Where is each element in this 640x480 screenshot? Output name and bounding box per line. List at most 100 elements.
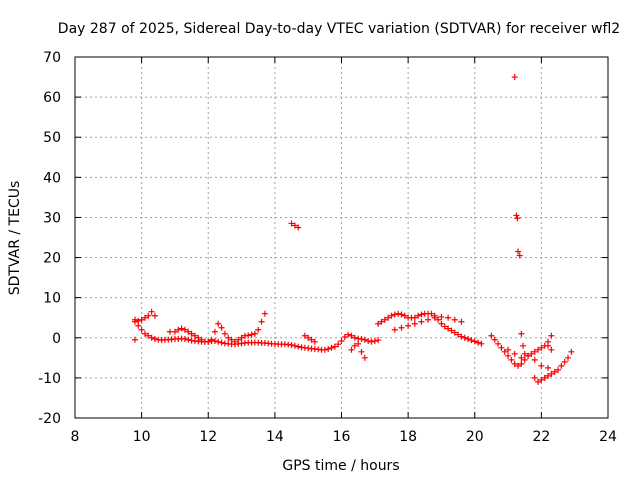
data-point (375, 320, 382, 327)
data-point (551, 368, 558, 375)
data-point (395, 310, 402, 317)
data-point (398, 324, 405, 331)
data-point (141, 330, 148, 337)
data-point (401, 312, 408, 319)
data-point (535, 346, 542, 353)
data-point (538, 362, 545, 369)
y-tick-label: 0 (52, 331, 61, 347)
data-point (558, 362, 565, 369)
data-point (511, 74, 518, 81)
data-point (475, 339, 482, 346)
data-point (295, 343, 302, 350)
x-axis-label: GPS time / hours (282, 458, 399, 474)
data-point (288, 220, 295, 227)
data-point (195, 334, 202, 341)
data-point (231, 338, 238, 345)
data-point (255, 326, 262, 333)
x-tick-label: 14 (266, 429, 284, 445)
data-point (258, 318, 265, 325)
data-point (513, 212, 520, 219)
data-point (215, 338, 222, 345)
data-point (521, 356, 528, 363)
data-point (505, 352, 512, 359)
x-tick-label: 22 (532, 429, 550, 445)
data-point (295, 224, 302, 231)
data-point (418, 318, 425, 325)
data-point (148, 308, 155, 315)
data-point (208, 336, 215, 343)
data-point (375, 337, 382, 344)
data-point (348, 332, 355, 339)
data-point (568, 348, 575, 355)
data-point (151, 312, 158, 319)
data-point (431, 314, 438, 321)
data-point (261, 310, 268, 317)
data-point (131, 316, 138, 323)
data-point (308, 336, 315, 343)
data-point (225, 334, 232, 341)
data-point (178, 325, 185, 332)
data-point (451, 316, 458, 323)
data-point (445, 314, 452, 321)
data-point (545, 372, 552, 379)
x-tick-label: 8 (71, 429, 80, 445)
ticks (74, 56, 609, 419)
data-point (411, 320, 418, 327)
x-tick-label: 24 (599, 429, 617, 445)
data-point (448, 327, 455, 334)
data-point (235, 336, 242, 343)
data-point (495, 340, 502, 347)
data-point (525, 352, 532, 359)
data-point (291, 342, 298, 349)
data-point (245, 332, 252, 339)
data-point (341, 333, 348, 340)
data-point (458, 318, 465, 325)
data-point (198, 336, 205, 343)
data-point (351, 334, 358, 341)
data-point (228, 336, 235, 343)
data-point (215, 320, 222, 327)
data-point (205, 338, 212, 345)
data-point (381, 316, 388, 323)
data-point (385, 314, 392, 321)
data-point (531, 356, 538, 363)
x-tick-label: 20 (466, 429, 484, 445)
data-point (348, 346, 355, 353)
data-point (335, 341, 342, 348)
data-point (331, 343, 338, 350)
data-point (438, 320, 445, 327)
data-point (211, 328, 218, 335)
data-point (548, 346, 555, 353)
chart-title: Day 287 of 2025, Sidereal Day-to-day VTE… (58, 21, 620, 37)
data-point (218, 324, 225, 331)
data-point (531, 374, 538, 381)
y-tick-label: 20 (43, 251, 61, 267)
data-point (465, 335, 472, 342)
data-point (528, 350, 535, 357)
y-tick-label: 60 (43, 90, 61, 106)
data-point (405, 322, 412, 329)
data-point (355, 340, 362, 347)
data-point (541, 374, 548, 381)
data-point (411, 314, 418, 321)
data-point (471, 338, 478, 345)
data-point (391, 326, 398, 333)
y-tick-label: -10 (38, 371, 61, 387)
data-point (291, 222, 298, 229)
data-point (451, 329, 458, 336)
data-point (388, 312, 395, 319)
y-tick-label: 70 (43, 50, 61, 66)
data-point (311, 338, 318, 345)
data-point (185, 336, 192, 343)
data-point (511, 350, 518, 357)
data-point (391, 311, 398, 318)
data-point (358, 335, 365, 342)
data-point (148, 334, 155, 341)
data-point (478, 340, 485, 347)
data-point (455, 331, 462, 338)
data-point (345, 331, 352, 338)
data-point (181, 326, 188, 333)
data-point (501, 348, 508, 355)
data-point (445, 325, 452, 332)
